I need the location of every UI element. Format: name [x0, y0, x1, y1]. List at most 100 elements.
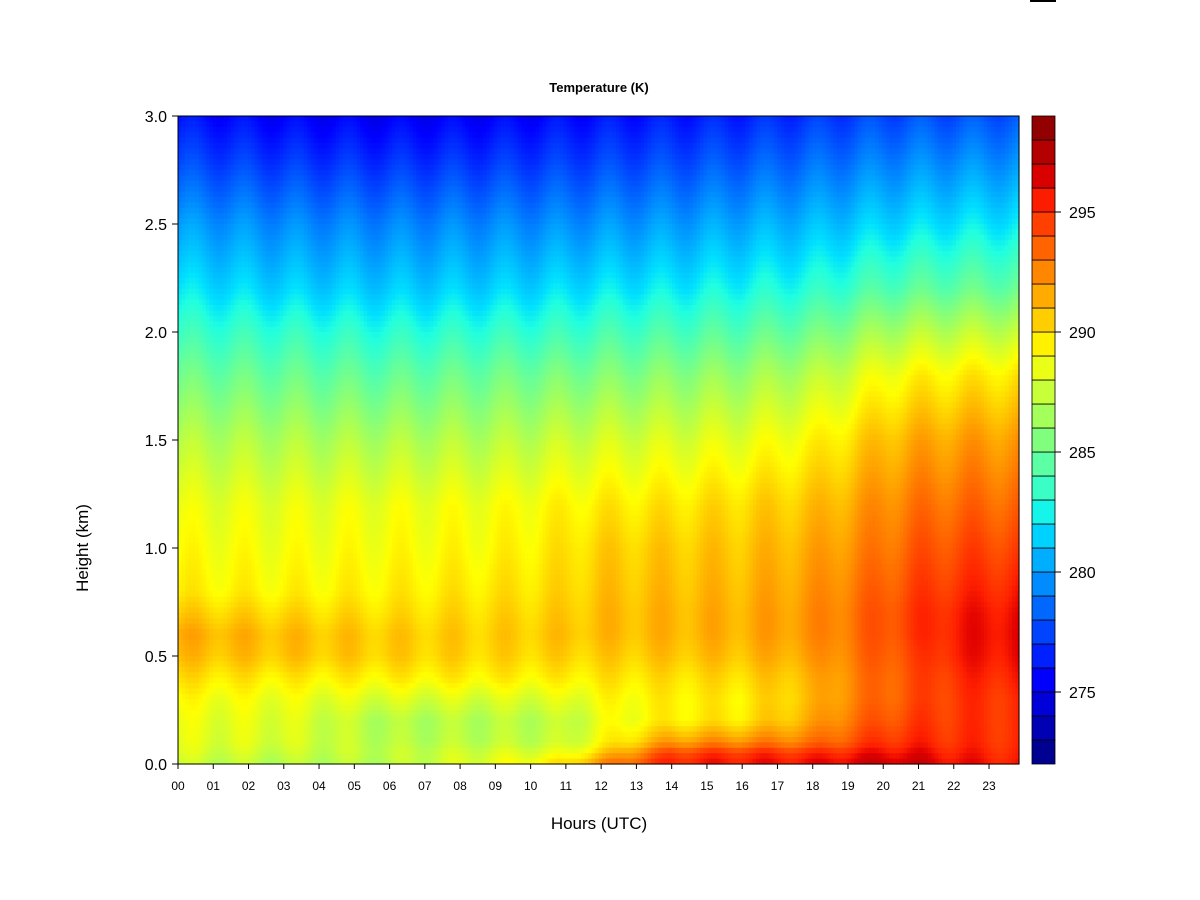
heatmap-cell: [255, 494, 259, 500]
heatmap-cell: [259, 732, 263, 738]
heatmap-cell: [210, 224, 214, 230]
heatmap-cell: [206, 737, 210, 743]
heatmap-cell: [294, 364, 298, 370]
heatmap-cell: [203, 267, 207, 273]
heatmap-cell: [210, 489, 214, 495]
heatmap-cell: [227, 543, 231, 549]
heatmap-cell: [220, 278, 224, 284]
heatmap-cell: [199, 246, 203, 252]
heatmap-cell: [241, 316, 245, 322]
heatmap-cell: [318, 699, 322, 705]
heatmap-cell: [196, 337, 200, 343]
heatmap-cell: [196, 624, 200, 630]
heatmap-cell: [238, 543, 242, 549]
heatmap-cell: [245, 516, 249, 522]
heatmap-cell: [315, 391, 319, 397]
heatmap-cell: [283, 138, 287, 144]
heatmap-cell: [189, 321, 193, 327]
heatmap-cell: [276, 213, 280, 219]
heatmap-cell: [273, 240, 277, 246]
heatmap-cell: [276, 624, 280, 630]
heatmap-cell: [273, 332, 277, 338]
heatmap-cell: [269, 467, 273, 473]
heatmap-cell: [189, 462, 193, 468]
heatmap-cell: [203, 661, 207, 667]
heatmap-cell: [213, 732, 217, 738]
heatmap-cell: [217, 321, 221, 327]
heatmap-cell: [213, 721, 217, 727]
heatmap-cell: [227, 332, 231, 338]
heatmap-cell: [262, 391, 266, 397]
heatmap-cell: [252, 229, 256, 235]
heatmap-cell: [238, 235, 242, 241]
heatmap-cell: [294, 494, 298, 500]
heatmap-cell: [234, 165, 238, 171]
heatmap-cell: [213, 634, 217, 640]
heatmap-cell: [262, 688, 266, 694]
heatmap-cell: [217, 640, 221, 646]
heatmap-cell: [301, 445, 305, 451]
heatmap-cell: [178, 478, 182, 484]
heatmap-cell: [308, 370, 312, 376]
heatmap-cell: [238, 678, 242, 684]
heatmap-cell: [231, 564, 235, 570]
heatmap-cell: [224, 478, 228, 484]
heatmap-cell: [297, 348, 301, 354]
heatmap-cell: [213, 483, 217, 489]
heatmap-cell: [301, 597, 305, 603]
heatmap-cell: [294, 402, 298, 408]
heatmap-cell: [304, 575, 308, 581]
heatmap-cell: [220, 645, 224, 651]
heatmap-cell: [262, 246, 266, 252]
heatmap-cell: [318, 737, 322, 743]
heatmap-cell: [213, 154, 217, 160]
heatmap-cell: [280, 672, 284, 678]
heatmap-cell: [199, 289, 203, 295]
heatmap-cell: [241, 424, 245, 430]
heatmap-cell: [255, 656, 259, 662]
heatmap-cell: [304, 516, 308, 522]
heatmap-cell: [266, 624, 270, 630]
heatmap-cell: [238, 370, 242, 376]
heatmap-cell: [280, 424, 284, 430]
heatmap-cell: [252, 624, 256, 630]
heatmap-cell: [231, 618, 235, 624]
heatmap-cell: [178, 251, 182, 257]
heatmap-cell: [234, 429, 238, 435]
heatmap-cell: [199, 737, 203, 743]
heatmap-cell: [203, 705, 207, 711]
heatmap-cell: [217, 629, 221, 635]
heatmap-cell: [280, 721, 284, 727]
heatmap-cell: [210, 462, 214, 468]
heatmap-cell: [189, 186, 193, 192]
heatmap-cell: [203, 570, 207, 576]
heatmap-cell: [245, 429, 249, 435]
heatmap-cell: [178, 591, 182, 597]
heatmap-cell: [273, 429, 277, 435]
heatmap-cell: [238, 224, 242, 230]
heatmap-cell: [199, 310, 203, 316]
heatmap-cell: [185, 175, 189, 181]
heatmap-cell: [224, 181, 228, 187]
heatmap-cell: [273, 748, 277, 754]
heatmap-cell: [294, 526, 298, 532]
heatmap-cell: [231, 613, 235, 619]
heatmap-cell: [196, 597, 200, 603]
heatmap-cell: [252, 748, 256, 754]
heatmap-cell: [315, 445, 319, 451]
heatmap-cell: [178, 456, 182, 462]
heatmap-cell: [283, 575, 287, 581]
heatmap-cell: [311, 289, 315, 295]
heatmap-cell: [301, 116, 305, 122]
heatmap-cell: [259, 715, 263, 721]
heatmap-cell: [315, 224, 319, 230]
heatmap-cell: [262, 165, 266, 171]
heatmap-cell: [287, 575, 291, 581]
heatmap-cell: [269, 337, 273, 343]
heatmap-cell: [276, 343, 280, 349]
heatmap-cell: [241, 667, 245, 673]
heatmap-cell: [199, 532, 203, 538]
heatmap-cell: [206, 262, 210, 268]
heatmap-cell: [206, 337, 210, 343]
heatmap-cell: [241, 186, 245, 192]
